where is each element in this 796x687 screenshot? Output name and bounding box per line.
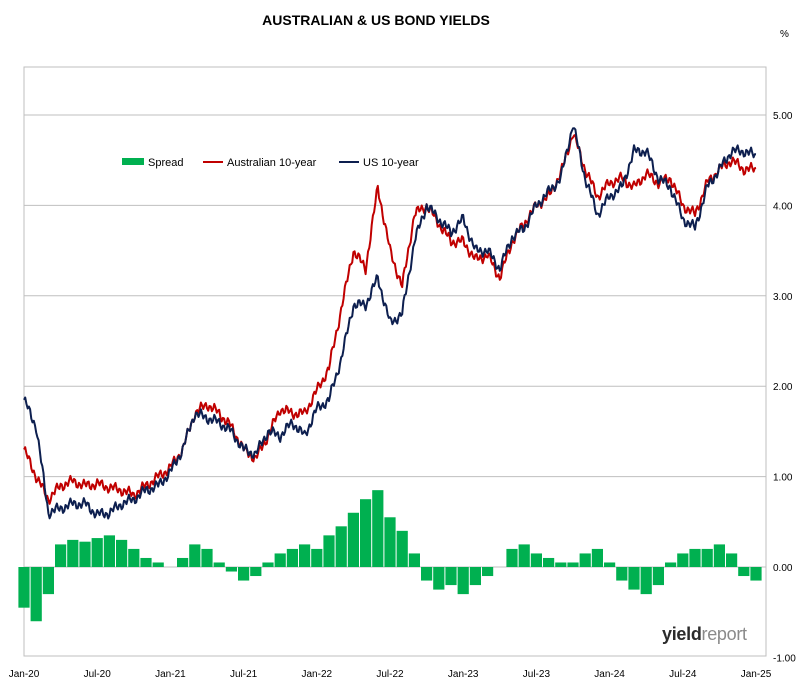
spread-bar <box>18 567 30 608</box>
y-axis-unit: % <box>780 29 789 40</box>
spread-bar <box>677 553 689 567</box>
spread-bar <box>384 517 396 567</box>
spread-bar <box>55 544 67 567</box>
spread-bar <box>689 548 701 567</box>
spread-bar <box>347 512 359 567</box>
y-axis-ticks: 5.00 4.00 3.00 2.00 1.00 0.00 -1.00 <box>773 111 796 664</box>
y-tick-label: 4.00 <box>773 201 793 212</box>
spread-bar <box>713 544 725 567</box>
y-tick-label: 0.00 <box>773 563 793 574</box>
spread-bar <box>738 567 750 577</box>
spread-bar <box>408 553 420 567</box>
y-tick-label: 1.00 <box>773 473 793 484</box>
spread-bar <box>506 548 518 567</box>
x-tick-label: Jan-25 <box>741 669 772 680</box>
logo-part-yield: yield <box>662 624 702 644</box>
spread-bar <box>91 538 103 567</box>
yield-lines <box>23 127 757 520</box>
spread-bar <box>103 535 115 567</box>
spread-bars <box>18 490 762 622</box>
spread-bar <box>591 548 603 567</box>
spread-bar <box>323 535 335 567</box>
spread-bar <box>750 567 762 581</box>
spread-bar <box>360 499 372 567</box>
spread-bar <box>530 553 542 567</box>
legend: Spread Australian 10-year US 10-year <box>122 157 419 169</box>
spread-bar <box>445 567 457 586</box>
spread-bar <box>482 567 494 577</box>
spread-bar <box>372 490 384 567</box>
x-tick-label: Jan-20 <box>9 669 40 680</box>
chart-title: AUSTRALIAN & US BOND YIELDS <box>262 12 490 28</box>
plot-area-border <box>23 66 767 657</box>
spread-bar <box>140 557 152 567</box>
spread-bar <box>250 567 262 577</box>
y-tick-label: 5.00 <box>773 111 793 122</box>
spread-bar <box>421 567 433 581</box>
us-10y-line <box>23 127 757 520</box>
spread-bar <box>433 567 445 590</box>
spread-bar <box>665 562 677 567</box>
spread-bar <box>701 548 713 567</box>
spread-bar <box>286 548 298 567</box>
spread-bar <box>238 567 250 581</box>
x-tick-label: Jan-22 <box>302 669 333 680</box>
spread-bar <box>116 539 128 567</box>
spread-bar <box>555 562 567 567</box>
x-tick-label: Jan-23 <box>448 669 479 680</box>
spread-bar <box>726 553 738 567</box>
spread-bar <box>128 548 140 567</box>
spread-bar <box>225 567 237 572</box>
spread-bar <box>299 544 311 567</box>
spread-bar <box>567 562 579 567</box>
spread-bar <box>311 548 323 567</box>
y-tick-label: -1.00 <box>773 653 796 664</box>
spread-bar <box>335 526 347 567</box>
spread-bar <box>79 541 91 567</box>
spread-bar <box>67 539 79 567</box>
yieldreport-logo: yieldreport <box>662 624 747 645</box>
x-tick-label: Jul-24 <box>669 669 697 680</box>
spread-bar <box>213 562 225 567</box>
spread-bar <box>30 567 42 622</box>
spread-bar <box>640 567 652 595</box>
spread-bar <box>616 567 628 581</box>
australian-10y-line <box>23 133 757 505</box>
spread-bar <box>469 567 481 586</box>
spread-bar <box>579 553 591 567</box>
legend-swatch-spread <box>122 158 144 165</box>
y-tick-label: 3.00 <box>773 292 793 303</box>
legend-label-us: US 10-year <box>363 157 419 169</box>
spread-bar <box>201 548 213 567</box>
spread-bar <box>652 567 664 586</box>
x-tick-label: Jul-20 <box>84 669 112 680</box>
spread-bar <box>274 553 286 567</box>
spread-bar <box>628 567 640 590</box>
legend-label-australian: Australian 10-year <box>227 157 317 169</box>
legend-label-spread: Spread <box>148 157 183 169</box>
x-axis-ticks: Jan-20 Jul-20 Jan-21 Jul-21 Jan-22 Jul-22 Jan-… <box>9 669 772 680</box>
spread-bar <box>262 562 274 567</box>
x-tick-label: Jul-21 <box>230 669 258 680</box>
spread-bar <box>42 567 54 595</box>
y-tick-label: 2.00 <box>773 382 793 393</box>
spread-bar <box>396 530 408 567</box>
spread-bar <box>518 544 530 567</box>
spread-bar <box>152 562 164 567</box>
spread-bar <box>457 567 469 595</box>
spread-bar <box>177 557 189 567</box>
spread-bar <box>604 562 616 567</box>
spread-bar <box>189 544 201 567</box>
x-tick-label: Jan-24 <box>594 669 625 680</box>
x-tick-label: Jul-22 <box>376 669 404 680</box>
x-tick-label: Jul-23 <box>523 669 551 680</box>
x-tick-label: Jan-21 <box>155 669 186 680</box>
spread-bar <box>543 557 555 567</box>
logo-part-report: report <box>701 624 748 644</box>
